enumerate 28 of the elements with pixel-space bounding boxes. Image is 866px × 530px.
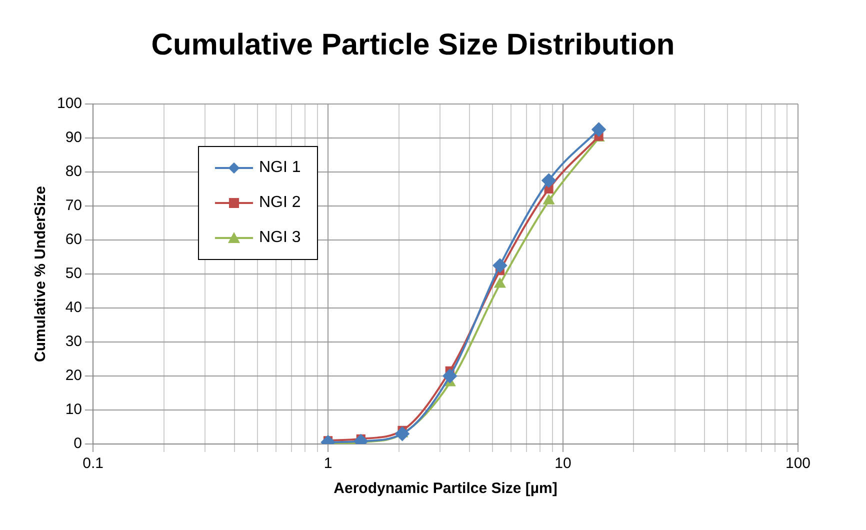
y-tick-label: 10 — [65, 401, 82, 418]
point — [395, 426, 410, 441]
x-tick-label: 100 — [785, 455, 811, 472]
point — [442, 369, 457, 383]
y-tick-label: 40 — [65, 299, 82, 316]
legend-label: NGI 1 — [259, 159, 301, 177]
x-tick-label: 1 — [324, 455, 332, 472]
legend-label: NGI 3 — [259, 229, 301, 247]
y-tick-label: 90 — [65, 129, 82, 146]
y-tick-label: 0 — [74, 435, 82, 452]
y-tick-label: 30 — [65, 333, 82, 350]
point — [543, 194, 554, 204]
x-tick-label: 10 — [554, 455, 572, 472]
y-tick-label: 20 — [65, 367, 82, 384]
point — [542, 174, 556, 188]
y-axis-title: Cumulative % UnderSize — [32, 186, 50, 362]
y-tick-label: 50 — [65, 265, 82, 282]
y-tick-label: 60 — [65, 231, 82, 248]
x-tick-label: 0.1 — [82, 455, 104, 472]
point — [492, 258, 507, 272]
point — [494, 278, 506, 288]
x-axis-title: Aerodynamic Partilce Size [µm] — [334, 480, 558, 498]
y-tick-label: 70 — [65, 197, 82, 214]
point — [592, 122, 606, 136]
y-tick-label: 100 — [56, 95, 82, 112]
y-tick-label: 80 — [65, 163, 82, 180]
chart-title: Cumulative Particle Size Distribution — [151, 28, 675, 62]
legend-label: NGI 2 — [259, 194, 301, 212]
